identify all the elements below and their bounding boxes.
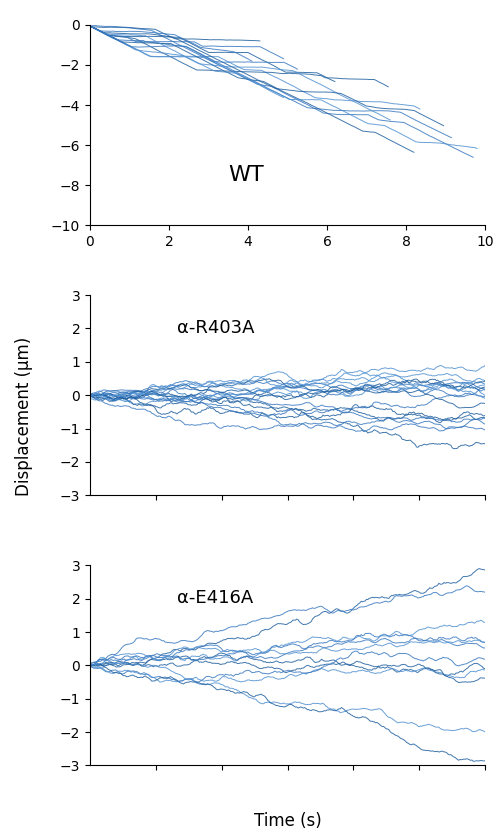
Text: α-E416A: α-E416A — [177, 589, 253, 607]
Text: WT: WT — [228, 165, 264, 185]
Text: Displacement (μm): Displacement (μm) — [15, 336, 33, 496]
X-axis label: Time (s): Time (s) — [254, 812, 322, 830]
Text: α-R403A: α-R403A — [177, 319, 254, 337]
